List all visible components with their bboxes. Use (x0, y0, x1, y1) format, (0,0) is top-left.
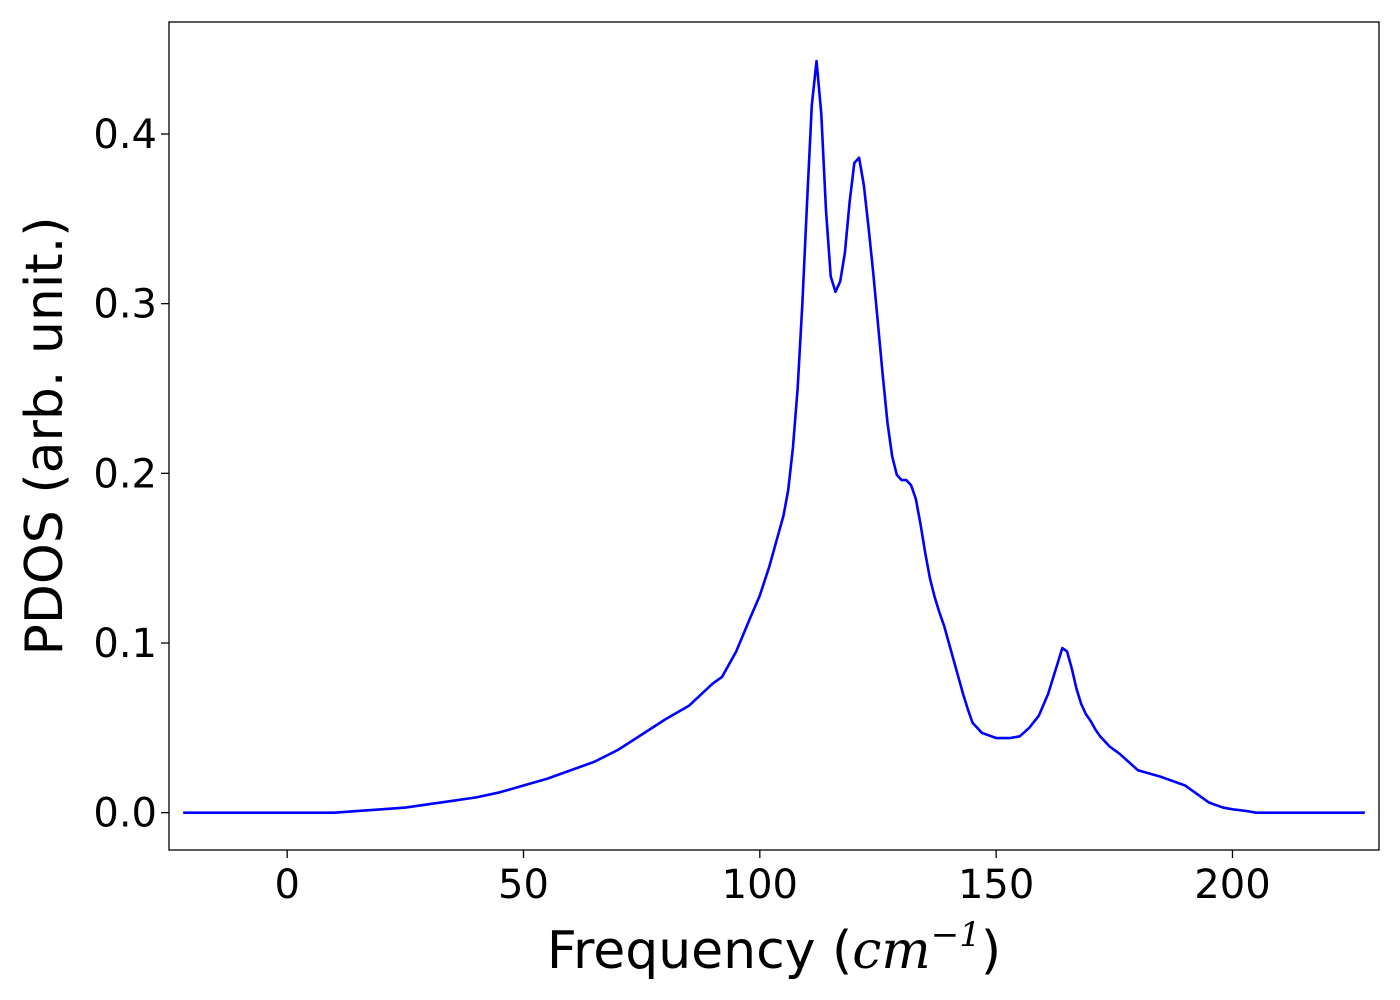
x-axis-title-close: ) (981, 921, 1001, 981)
x-tick-label: 0 (274, 862, 299, 908)
x-axis-title-exponent: −1 (931, 915, 981, 955)
y-tick-label: 0.2 (93, 451, 157, 497)
x-tick-label: 150 (958, 862, 1034, 908)
plot-frame (168, 21, 1380, 851)
pdos-series-line (183, 59, 1365, 814)
y-axis-ticks: 0.0 0.1 0.2 0.3 0.4 (93, 112, 169, 837)
y-axis-title: PDOS (arb. unit.) (15, 216, 75, 655)
y-tick-label: 0.0 (93, 791, 157, 837)
x-tick-label: 200 (1194, 862, 1270, 908)
y-tick-label: 0.4 (93, 112, 157, 158)
x-tick-label: 50 (498, 862, 549, 908)
y-tick-label: 0.3 (93, 282, 157, 328)
y-tick-label: 0.1 (93, 621, 157, 667)
x-axis-title-unit: cm (852, 921, 930, 981)
x-axis-title: Frequency (cm−1) (547, 915, 1001, 981)
x-axis-title-text: Frequency ( (547, 921, 852, 981)
x-axis-ticks: 0 50 100 150 200 (274, 850, 1271, 908)
x-tick-label: 100 (722, 862, 798, 908)
